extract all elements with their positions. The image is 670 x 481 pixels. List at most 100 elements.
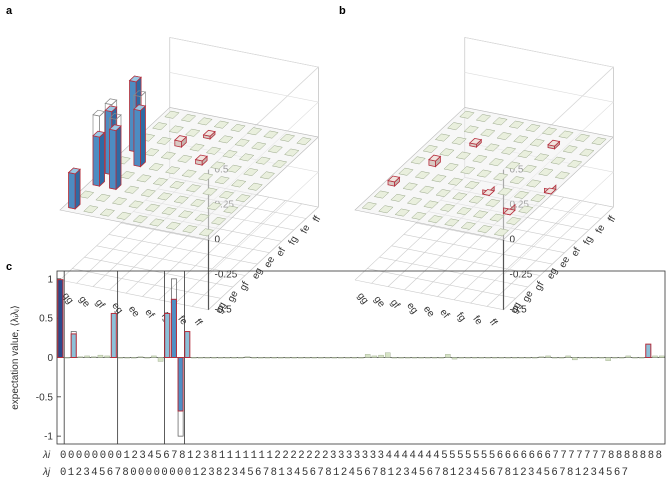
cell-tile [509, 176, 525, 185]
measured-bar-top [543, 187, 557, 195]
y-category-label: gg [509, 300, 524, 315]
measured-bar [224, 357, 231, 359]
measured-bar [351, 357, 358, 359]
measured-bar [471, 357, 478, 359]
y-category-label: gg [214, 300, 229, 315]
measured-bar [645, 343, 652, 358]
cell-tile [508, 120, 525, 129]
z-tick-label: -0.5 [215, 305, 233, 316]
floor-gridline [503, 206, 614, 310]
measured-bar [251, 357, 257, 359]
cell-tile [410, 156, 426, 165]
measured-bar [64, 357, 70, 359]
cell-tile [394, 208, 411, 217]
cell-tile [488, 158, 505, 167]
cell-tile [591, 137, 607, 146]
x-category-label: gg [355, 291, 371, 307]
cell-tile [480, 128, 496, 137]
cell-tile [472, 154, 488, 163]
cell-tile [447, 177, 464, 186]
cell-tile [210, 161, 226, 170]
measured-bar [284, 357, 291, 359]
cell-tile [464, 181, 480, 189]
cell-tile [472, 210, 489, 219]
z-tick-label: -0.25 [215, 270, 238, 281]
cell-tile [152, 177, 169, 186]
floor-gridline [453, 196, 565, 301]
cell-tile [406, 197, 423, 206]
x-category-label: gf [93, 297, 107, 311]
y-tick-label: -0.5 [36, 392, 54, 403]
cell-tile [148, 163, 164, 171]
cell-tile [452, 192, 468, 201]
x-category-label: eg [109, 301, 125, 317]
measured-bar-side [99, 131, 105, 188]
cell-tile [518, 205, 534, 214]
cell-tile [459, 166, 476, 175]
measured-bar [364, 354, 371, 358]
floor-gridline [403, 234, 553, 265]
cell-tile [152, 122, 168, 131]
measured-bar [311, 357, 317, 359]
y-category-label: ef [275, 246, 289, 259]
z-tick-label: 0 [510, 235, 516, 246]
measured-bar [618, 357, 625, 359]
y-category-label: ee [557, 254, 572, 269]
measured-bar [525, 357, 531, 359]
y-tick-label: 1 [47, 274, 53, 285]
measured-bar [438, 357, 444, 359]
measured-bar [418, 357, 424, 359]
lambda-j-row-label: λj [42, 467, 51, 478]
measured-bar [231, 357, 237, 359]
cell-tile [161, 207, 177, 215]
panel-label-a: a [6, 5, 13, 17]
cell-tile [182, 225, 198, 233]
lambda-i-indices: 0000000012345678123811111112222222333333… [60, 450, 662, 462]
measured-bar [371, 355, 378, 358]
y-category-label: gf [533, 280, 547, 293]
cell-tile [459, 110, 475, 119]
cell-tile [434, 133, 451, 142]
measured-bar [405, 357, 411, 359]
cell-tile [484, 143, 500, 152]
measured-bar-top [194, 154, 208, 162]
measured-bar [531, 357, 538, 359]
measured-bar [258, 357, 264, 359]
cell-tile [439, 203, 456, 212]
floor-gridline [108, 234, 258, 265]
measured-bar [558, 357, 565, 359]
cell-tile [206, 202, 222, 211]
measured-bar-top [67, 167, 81, 175]
measured-bar [425, 357, 431, 359]
cell-tile [423, 200, 439, 209]
measured-bar [110, 312, 117, 358]
cell-tile [177, 154, 193, 163]
y-category-label: ge [226, 289, 241, 304]
measured-bar [211, 357, 217, 359]
measured-bar [264, 357, 271, 359]
cell-tile [566, 160, 583, 168]
floor-gridline [59, 279, 209, 310]
cell-tile [111, 197, 128, 206]
floor-gridline [175, 200, 286, 304]
panel-label-b: b [339, 5, 346, 17]
panel-label-c: c [6, 261, 12, 273]
x-category-label: ff [192, 317, 204, 328]
x-category-label: fe [470, 314, 484, 328]
cell-tile [463, 125, 479, 134]
cell-tile [259, 171, 276, 180]
cell-tile [198, 228, 215, 237]
measured-bar [625, 355, 631, 358]
cell-tile [190, 199, 206, 207]
y-category-label: ff [311, 214, 323, 224]
measured-bar-top [547, 139, 561, 147]
z-tick-label: -0.25 [510, 270, 533, 281]
floor-gridline [158, 196, 270, 301]
measured-bar [478, 357, 485, 359]
y-tick-label: 0.5 [39, 314, 53, 325]
x-category-label: gg [60, 291, 76, 307]
cell-tile [185, 128, 201, 137]
cell-tile [222, 150, 238, 158]
measured-bar [431, 357, 438, 359]
cell-tile [419, 185, 435, 194]
